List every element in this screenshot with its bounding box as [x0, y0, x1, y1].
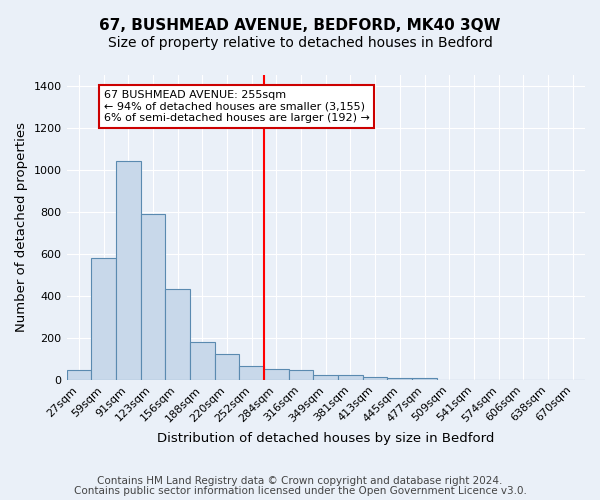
Text: 67 BUSHMEAD AVENUE: 255sqm
← 94% of detached houses are smaller (3,155)
6% of se: 67 BUSHMEAD AVENUE: 255sqm ← 94% of deta… — [104, 90, 370, 123]
Bar — [338, 374, 363, 380]
Text: Contains public sector information licensed under the Open Government Licence v3: Contains public sector information licen… — [74, 486, 526, 496]
X-axis label: Distribution of detached houses by size in Bedford: Distribution of detached houses by size … — [157, 432, 494, 445]
Bar — [239, 366, 264, 380]
Bar — [165, 290, 190, 380]
Bar — [412, 378, 437, 380]
Text: Size of property relative to detached houses in Bedford: Size of property relative to detached ho… — [107, 36, 493, 50]
Bar — [91, 258, 116, 380]
Bar — [116, 161, 140, 380]
Bar — [140, 214, 165, 380]
Text: 67, BUSHMEAD AVENUE, BEDFORD, MK40 3QW: 67, BUSHMEAD AVENUE, BEDFORD, MK40 3QW — [99, 18, 501, 32]
Bar — [215, 354, 239, 380]
Bar — [313, 374, 338, 380]
Bar — [289, 370, 313, 380]
Y-axis label: Number of detached properties: Number of detached properties — [15, 122, 28, 332]
Bar — [388, 378, 412, 380]
Bar — [67, 370, 91, 380]
Bar — [190, 342, 215, 380]
Bar — [264, 370, 289, 380]
Bar — [363, 376, 388, 380]
Text: Contains HM Land Registry data © Crown copyright and database right 2024.: Contains HM Land Registry data © Crown c… — [97, 476, 503, 486]
